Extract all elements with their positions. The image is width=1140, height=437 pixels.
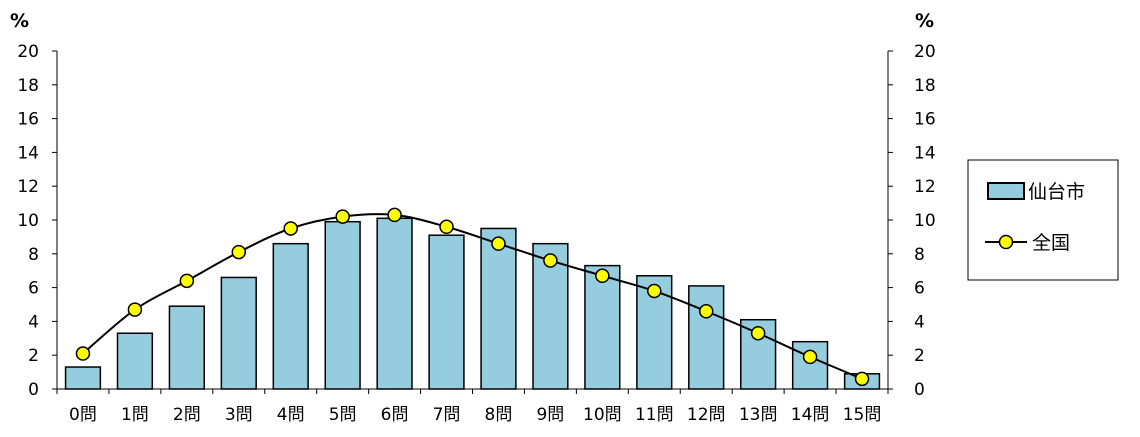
bar-9問 <box>532 242 569 390</box>
y-tick-label-left: 2 <box>28 346 39 366</box>
x-tick-label: 2問 <box>173 405 201 425</box>
y-axis-left: 0 2 4 6 8 10 12 14 16 18 20 <box>17 42 58 400</box>
y-tick-label-left: 6 <box>28 279 39 299</box>
line-point-1問 <box>127 302 143 317</box>
line-path-national <box>82 213 863 380</box>
x-tick-label: 6問 <box>381 405 409 425</box>
x-tick-label: 11問 <box>635 405 674 425</box>
line-point-13問 <box>750 325 766 341</box>
line-point-12問 <box>698 304 714 319</box>
y-axis-right: 0 2 4 6 8 10 12 14 16 18 20 <box>887 42 936 400</box>
legend-label-national: 全国 <box>1032 232 1070 254</box>
line-point-5問 <box>335 209 350 224</box>
x-tick-label: 8問 <box>485 405 513 425</box>
y-tick-label-right: 0 <box>914 380 925 400</box>
line-point-6問 <box>387 207 402 223</box>
x-tick-label: 10問 <box>583 405 622 425</box>
legend: 仙台市 全国 <box>967 159 1119 281</box>
y-tick-label-left: 0 <box>28 380 39 400</box>
x-tick-label: 4問 <box>277 405 305 425</box>
bar-0問 <box>64 366 102 390</box>
line-point-10問 <box>595 268 610 284</box>
bar-14問 <box>791 340 829 390</box>
bar-5問 <box>324 220 361 390</box>
x-tick-label: 15問 <box>843 405 882 425</box>
bar-10問 <box>584 264 621 390</box>
line-point-9問 <box>543 253 558 268</box>
y-tick-label-right: 16 <box>914 110 936 130</box>
y-axis-left-unit: % <box>10 10 29 32</box>
x-tick-label: 14問 <box>791 405 830 425</box>
bar-1問 <box>116 332 154 390</box>
y-tick-label-right: 4 <box>914 312 925 332</box>
x-tick-label: 13問 <box>739 405 778 425</box>
bar-8問 <box>480 227 517 390</box>
line-point-3問 <box>231 244 247 260</box>
line-point-14問 <box>802 349 818 365</box>
line-point-4問 <box>283 221 298 236</box>
x-tick-label: 1問 <box>121 405 149 425</box>
y-tick-label-left: 4 <box>28 312 39 332</box>
x-tick-label: 12問 <box>687 405 726 425</box>
x-tick-label: 0問 <box>69 405 97 425</box>
x-tick-label: 5問 <box>329 405 357 425</box>
line-point-7問 <box>439 219 454 235</box>
x-tick-label: 7問 <box>433 405 461 425</box>
legend-swatch-sendai <box>987 182 1025 200</box>
bar-2問 <box>168 305 205 390</box>
y-tick-label-left: 12 <box>17 177 39 197</box>
y-tick-label-right: 6 <box>914 279 925 299</box>
bar-series-sendai <box>64 217 881 390</box>
legend-frame <box>967 159 1119 281</box>
bar-12問 <box>688 285 725 390</box>
bar-7問 <box>428 234 465 390</box>
x-axis: 0問 1問 2問 3問 4問 5問 6問 7問 8問 9問 10問 11問 12問 13問 14問 15問 <box>56 388 889 425</box>
y-tick-label-right: 12 <box>914 177 936 197</box>
legend-label-sendai: 仙台市 <box>1028 181 1085 203</box>
y-tick-label-left: 16 <box>17 110 39 130</box>
y-tick-label-left: 8 <box>28 245 39 265</box>
line-point-15問 <box>854 371 870 387</box>
y-tick-label-left: 14 <box>17 143 39 163</box>
y-tick-label-left: 18 <box>17 76 39 96</box>
bar-6問 <box>376 217 413 390</box>
y-tick-label-right: 8 <box>914 245 925 265</box>
x-tick-label: 3問 <box>225 405 253 425</box>
line-series-national <box>75 207 870 387</box>
y-tick-label-right: 14 <box>914 143 936 163</box>
line-point-11問 <box>647 283 662 299</box>
y-tick-label-right: 20 <box>914 42 936 62</box>
x-tick-label: 9問 <box>536 405 564 425</box>
bar-3問 <box>220 276 257 390</box>
line-point-0問 <box>75 346 91 361</box>
line-point-8問 <box>491 236 506 251</box>
bar-4問 <box>272 242 309 390</box>
y-axis-right-unit: % <box>915 10 934 32</box>
y-tick-label-right: 18 <box>914 76 936 96</box>
legend-marker-national <box>998 234 1014 250</box>
y-tick-label-right: 2 <box>914 346 925 366</box>
y-tick-label-right: 10 <box>914 211 936 231</box>
y-tick-label-left: 10 <box>17 211 39 231</box>
y-tick-label-left: 20 <box>17 42 39 62</box>
line-point-2問 <box>179 273 195 289</box>
